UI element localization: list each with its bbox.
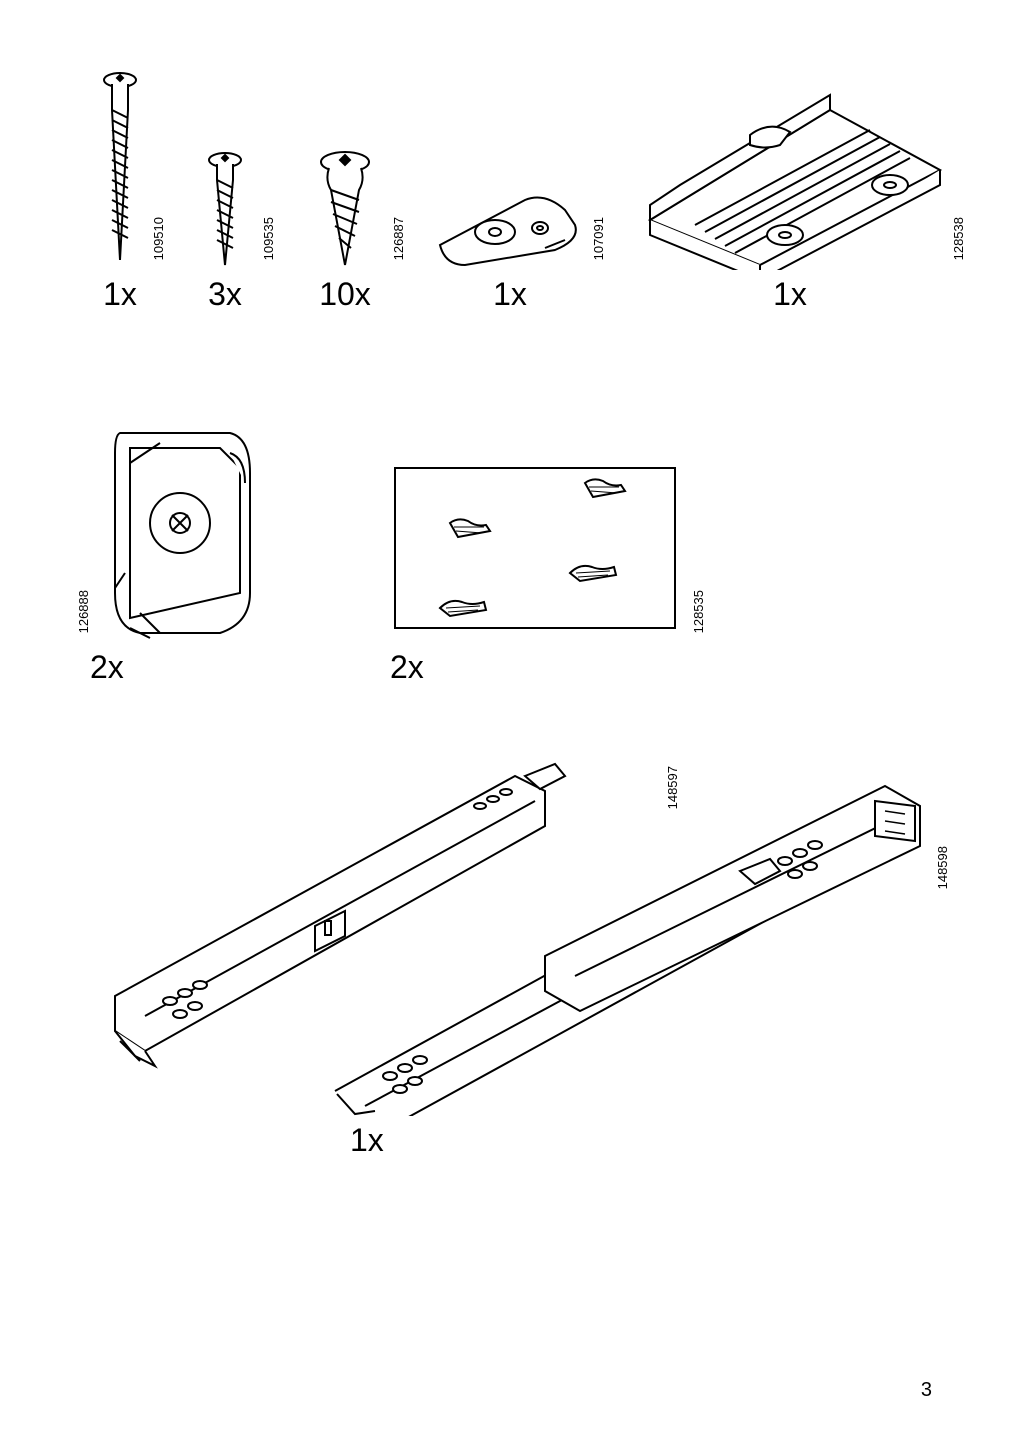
part-count: 3x	[208, 276, 242, 313]
part-count: 2x	[390, 649, 424, 686]
part-graphic: 109510	[80, 70, 160, 270]
page: 109510 1x 109535 3x	[0, 0, 1012, 1432]
part-count: 10x	[319, 276, 371, 313]
part-count: 1x	[103, 276, 137, 313]
part-128535: 128535 2x	[380, 383, 700, 686]
part-graphic: 107091	[420, 70, 600, 270]
short-screw-icon	[315, 150, 375, 270]
medium-screw-icon	[205, 150, 245, 270]
page-number: 3	[921, 1379, 932, 1402]
part-number: 126888	[76, 590, 91, 633]
parts-row-1: 109510 1x 109535 3x	[80, 70, 932, 313]
part-graphic: 126887	[290, 70, 400, 270]
panel-icon	[390, 463, 690, 643]
part-count: 1x	[493, 276, 527, 313]
part-count: 2x	[90, 649, 124, 686]
part-number: 107091	[591, 217, 606, 260]
bracket-plate-icon	[630, 90, 950, 270]
part-107091: 107091 1x	[420, 70, 600, 313]
hinge-plate-icon	[435, 190, 585, 270]
part-graphic: 148597 148598	[80, 756, 940, 1116]
part-drawer-slides: 148597 148598 1x	[80, 756, 940, 1159]
parts-row-2: 126888 2x	[80, 383, 932, 686]
part-graphic: 128535	[380, 383, 700, 643]
part-number: 128538	[951, 217, 966, 260]
part-number: 128535	[691, 590, 706, 633]
part-109535: 109535 3x	[180, 70, 270, 313]
part-graphic: 126888	[80, 383, 280, 643]
part-graphic: 109535	[180, 70, 270, 270]
part-128538: 128538 1x	[620, 70, 960, 313]
drawer-slides-icon	[85, 756, 935, 1116]
clip-icon	[100, 413, 260, 643]
long-screw-icon	[100, 70, 140, 270]
part-126887: 126887 10x	[290, 70, 400, 313]
part-number: 109510	[151, 217, 166, 260]
part-number-b: 148598	[935, 846, 950, 889]
part-number: 126887	[391, 217, 406, 260]
parts-row-3: 148597 148598 1x	[80, 756, 932, 1159]
part-graphic: 128538	[620, 70, 960, 270]
part-number: 109535	[261, 217, 276, 260]
part-109510: 109510 1x	[80, 70, 160, 313]
part-126888: 126888 2x	[80, 383, 280, 686]
part-number-a: 148597	[665, 766, 680, 809]
part-count: 1x	[773, 276, 807, 313]
part-count: 1x	[350, 1122, 384, 1159]
